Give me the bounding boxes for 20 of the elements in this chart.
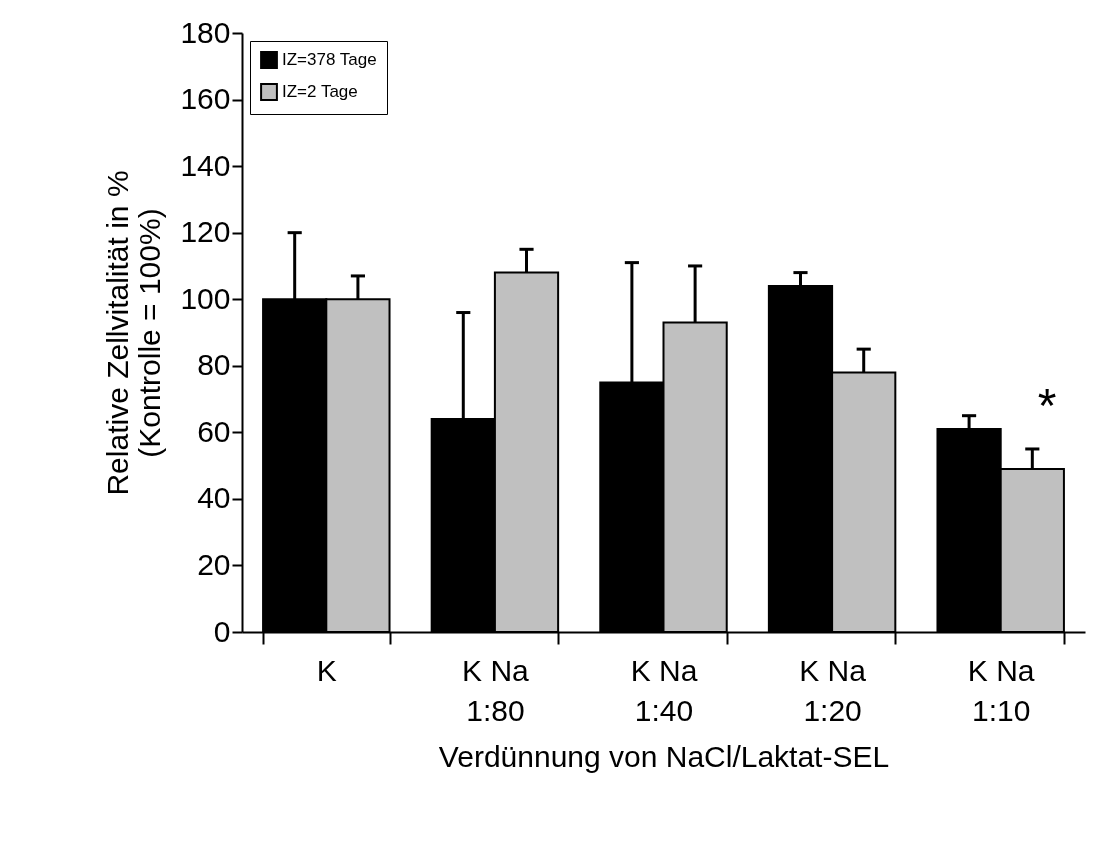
y-tick-label: 120 [180, 215, 231, 249]
annotation: * [1037, 379, 1057, 432]
y-axis-title: Relative Zellvitalität in % (Kontrolle = 100%) [101, 170, 167, 496]
x-tick-label: K [316, 653, 337, 687]
x-tick-label: K Na 1:40 [630, 653, 698, 727]
y-tick-label: 0 [213, 614, 231, 648]
y-tick-label: 140 [180, 148, 231, 182]
x-tick-label: K Na 1:80 [462, 653, 530, 727]
legend-label: IZ=2 Tage [282, 82, 358, 101]
y-tick-label: 100 [180, 281, 231, 315]
y-tick-label: 80 [197, 348, 231, 382]
x-tick-label: K Na 1:20 [799, 653, 867, 727]
x-tick-label: K Na 1:10 [967, 653, 1035, 727]
y-tick-label: 60 [197, 414, 231, 448]
x-axis-title: Verdünnung von NaCl/Laktat-SEL [438, 739, 890, 773]
y-tick-label: 180 [180, 15, 231, 49]
y-tick-label: 40 [197, 481, 231, 515]
legend-label: IZ=378 Tage [282, 50, 377, 69]
y-tick-label: 160 [180, 82, 231, 116]
y-tick-label: 20 [197, 547, 231, 581]
